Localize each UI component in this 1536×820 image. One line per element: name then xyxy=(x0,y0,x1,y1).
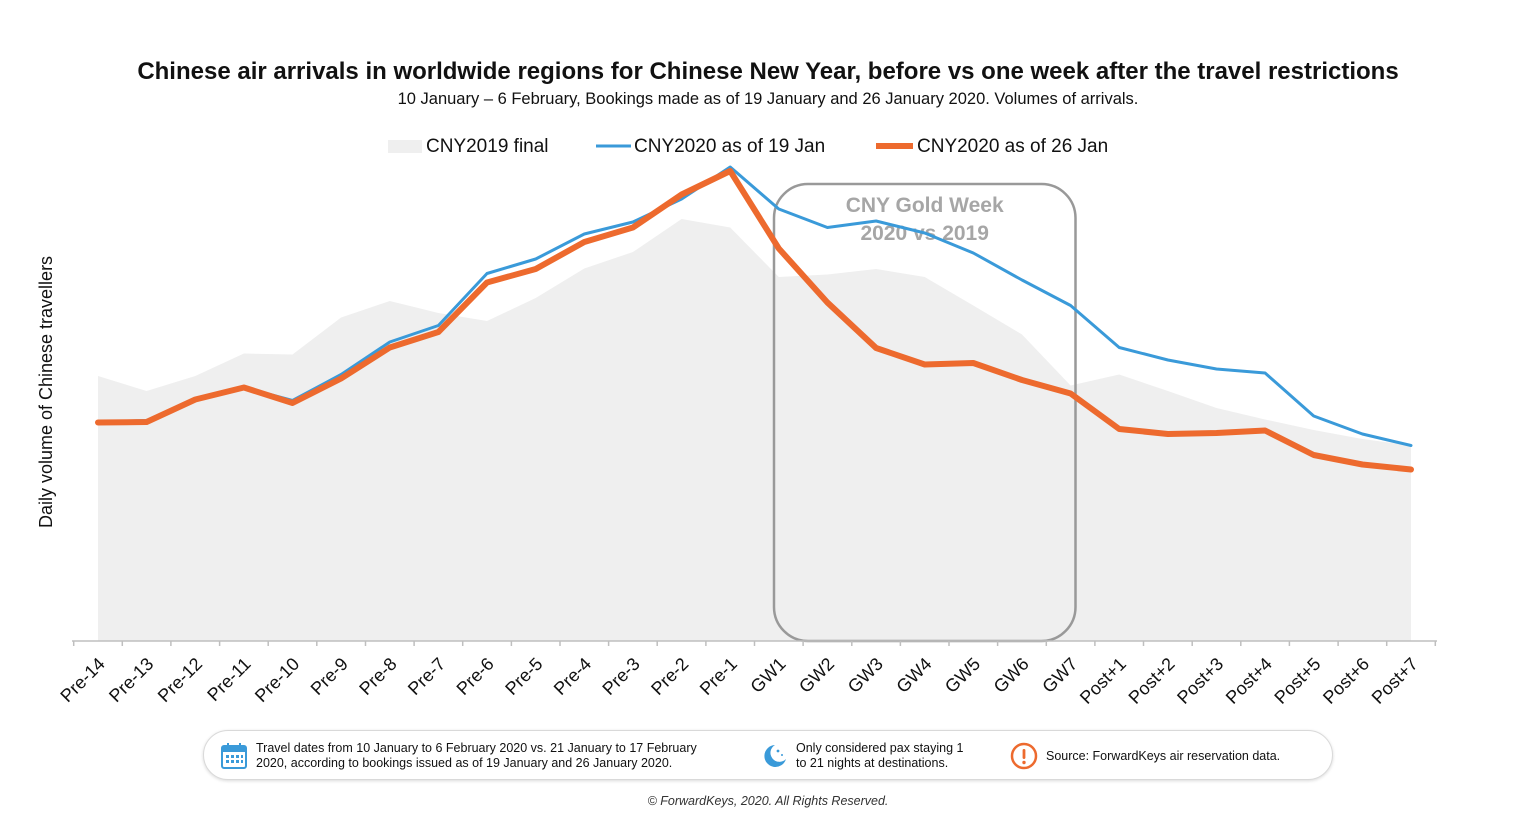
x-tick-label: Pre-4 xyxy=(550,654,595,699)
moon-stars-icon xyxy=(764,745,786,767)
footer-note-travel-dates: Travel dates from 10 January to 6 Februa… xyxy=(220,731,697,781)
x-tick-label: Pre-3 xyxy=(598,654,643,699)
footer-notes: Travel dates from 10 January to 6 Februa… xyxy=(203,730,1333,780)
x-tick-label: GW5 xyxy=(941,654,984,697)
calendar-icon xyxy=(221,743,247,769)
series-line-cny2020-as-of-26-jan xyxy=(95,168,1414,473)
footer-note-source-line1: Source: ForwardKeys air reservation data… xyxy=(1046,748,1281,763)
chart-title: Chinese air arrivals in worldwide region… xyxy=(137,58,1398,85)
x-tick-label: GW3 xyxy=(844,654,887,697)
x-tick-label: Pre-13 xyxy=(105,654,157,706)
x-tick-label: Post+1 xyxy=(1076,654,1130,708)
footer-note-nights-line2: to 21 nights at destinations. xyxy=(796,756,949,770)
legend-label-cny2019: CNY2019 final xyxy=(426,136,549,157)
copyright-notice: © ForwardKeys, 2020. All Rights Reserved… xyxy=(647,794,889,808)
x-tick-label: Post+2 xyxy=(1125,654,1179,708)
x-tick-label: Pre-12 xyxy=(154,654,206,706)
x-tick-label: Pre-8 xyxy=(355,654,400,699)
x-tick-label: Pre-9 xyxy=(307,654,352,699)
chart-subtitle: 10 January – 6 February, Bookings made a… xyxy=(398,90,1139,108)
x-tick-label: Pre-10 xyxy=(251,654,303,706)
legend-label-cny2020-26jan: CNY2020 as of 26 Jan xyxy=(917,136,1108,157)
lines-layer xyxy=(95,165,1414,473)
x-tick-label: Post+3 xyxy=(1173,654,1227,708)
x-tick-label: Pre-7 xyxy=(404,654,449,699)
footer-note-source: Source: ForwardKeys air reservation data… xyxy=(1010,731,1280,781)
x-tick-label: GW1 xyxy=(746,654,789,697)
legend: CNY2019 final CNY2020 as of 19 Jan CNY20… xyxy=(388,136,1108,157)
x-tick-label: Post+6 xyxy=(1319,654,1373,708)
x-tick-label: GW2 xyxy=(795,654,838,697)
x-tick-label: GW7 xyxy=(1038,654,1081,697)
x-tick-label: GW6 xyxy=(990,654,1033,697)
chart: Chinese air arrivals in worldwide region… xyxy=(36,58,1437,708)
gold-week-label-line1: CNY Gold Week xyxy=(846,194,1004,217)
footer-note-nights: Only considered pax staying 1 to 21 nigh… xyxy=(760,731,963,781)
x-tick-label: GW4 xyxy=(892,654,935,697)
legend-label-cny2020-19jan: CNY2020 as of 19 Jan xyxy=(634,136,825,157)
area-layer xyxy=(98,219,1411,641)
x-tick-label: Pre-5 xyxy=(501,654,546,699)
x-tick-label: Post+5 xyxy=(1270,654,1324,708)
x-tick-label: Pre-1 xyxy=(696,654,741,699)
legend-swatch-area xyxy=(388,140,422,153)
footer-note-nights-line1: Only considered pax staying 1 xyxy=(796,741,964,755)
series-area-cny2019-final xyxy=(98,219,1411,641)
footer-note-travel-dates-line1: Travel dates from 10 January to 6 Februa… xyxy=(256,741,697,755)
footer-note-travel-dates-line2: 2020, according to bookings issued as of… xyxy=(256,756,673,770)
x-axis xyxy=(72,640,1437,646)
y-axis-label: Daily volume of Chinese travellers xyxy=(36,256,56,528)
x-tick-label: Pre-11 xyxy=(203,654,254,705)
x-tick-label: Post+7 xyxy=(1368,654,1422,708)
exclamation-icon xyxy=(1010,742,1038,770)
x-tick-label: Pre-6 xyxy=(453,654,498,699)
x-tick-label: Pre-2 xyxy=(647,654,692,699)
x-tick-label: Post+4 xyxy=(1222,654,1276,708)
x-tick-label: Pre-14 xyxy=(56,654,108,706)
